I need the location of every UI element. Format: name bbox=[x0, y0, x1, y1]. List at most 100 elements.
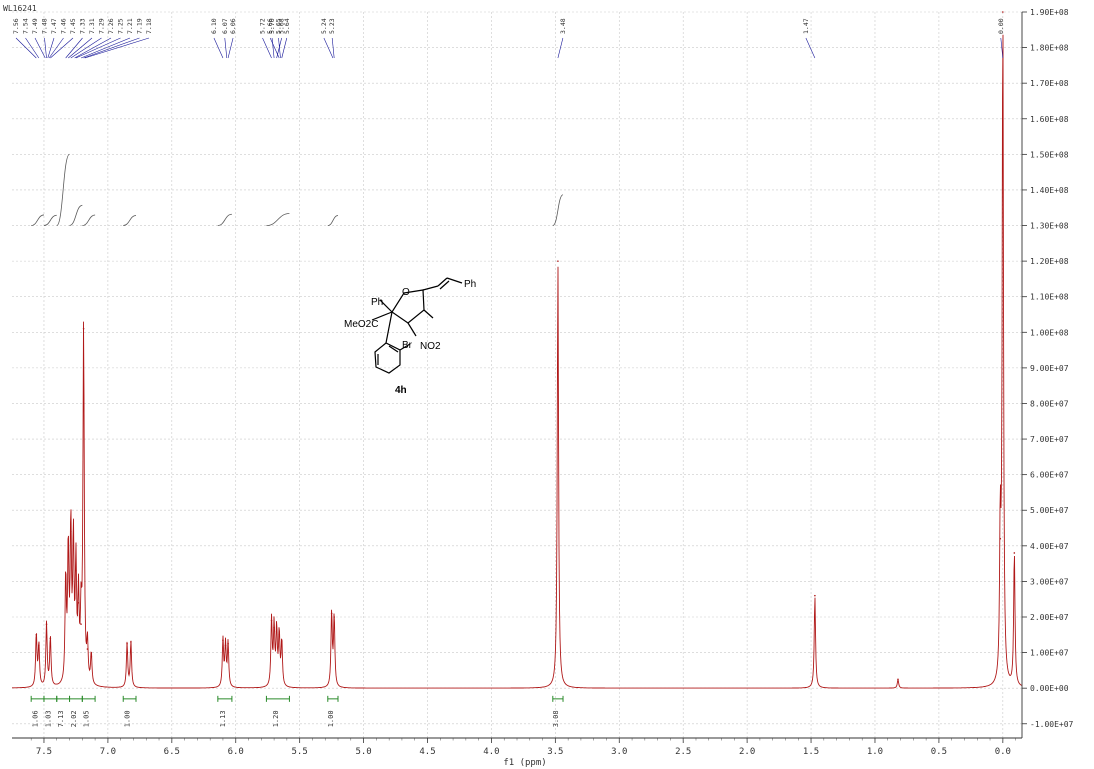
peak-label: 7.45 bbox=[69, 18, 77, 34]
y-tick-label: -1.00E+07 bbox=[1030, 720, 1074, 729]
peak-leader bbox=[65, 37, 83, 59]
peak-mark bbox=[1002, 11, 1004, 13]
compound-label: 4h bbox=[395, 385, 407, 396]
integral-curve bbox=[123, 215, 137, 226]
structure-label-bromo: Br bbox=[402, 340, 413, 351]
peak-mark bbox=[224, 644, 227, 647]
peak-leader bbox=[227, 37, 234, 59]
integral-value: 1.05 bbox=[83, 710, 91, 727]
peak-leader bbox=[269, 37, 280, 59]
molecule-structure: Ph O Ph MeO2C NO2 Br 4h bbox=[344, 277, 476, 396]
peak-mark bbox=[273, 626, 275, 629]
x-tick-label: 5.0 bbox=[355, 747, 371, 757]
y-tick-label: 7.00E+07 bbox=[1030, 435, 1069, 444]
y-tick-label: 1.70E+08 bbox=[1030, 79, 1069, 88]
y-tick-label: 5.00E+07 bbox=[1030, 506, 1069, 515]
structure-label-ester: MeO2C bbox=[344, 319, 378, 330]
integral-curve bbox=[69, 204, 83, 226]
peak-mark bbox=[227, 642, 229, 645]
peak-mark bbox=[278, 633, 281, 636]
peak-label: 7.21 bbox=[126, 18, 134, 34]
peak-label: 7.46 bbox=[60, 18, 68, 34]
y-tick-label: 1.80E+08 bbox=[1030, 44, 1069, 53]
peak-label: 6.07 bbox=[221, 18, 229, 34]
integral-value: 1.20 bbox=[272, 710, 280, 727]
y-tick-label: 1.10E+08 bbox=[1030, 293, 1069, 302]
y-tick-label: 8.00E+07 bbox=[1030, 399, 1069, 408]
peak-label: 5.72 bbox=[259, 18, 267, 34]
integral-value: 1.00 bbox=[327, 710, 335, 727]
peak-mark bbox=[49, 637, 52, 640]
peak-label: 5.66 bbox=[266, 18, 274, 34]
peak-leader bbox=[805, 37, 816, 59]
integral-value: 1.13 bbox=[219, 710, 227, 727]
peak-mark bbox=[330, 612, 333, 615]
peak-mark bbox=[126, 642, 128, 645]
peak-mark bbox=[270, 619, 273, 622]
peak-leader bbox=[44, 37, 47, 59]
integral-value: 1.00 bbox=[124, 710, 132, 727]
integral-value: 7.13 bbox=[57, 710, 65, 727]
peak-label: 5.65 bbox=[274, 18, 282, 34]
peak-leader bbox=[557, 37, 564, 59]
integral-value: 1.06 bbox=[32, 710, 40, 727]
peak-leader bbox=[15, 37, 37, 59]
peak-leader bbox=[278, 37, 281, 59]
x-tick-label: 6.0 bbox=[228, 747, 244, 757]
peak-mark bbox=[72, 545, 75, 547]
peak-leader bbox=[262, 37, 272, 59]
peak-mark bbox=[222, 639, 224, 641]
x-tick-label: 0.5 bbox=[931, 747, 947, 757]
peak-leader bbox=[80, 37, 131, 59]
peak-leader bbox=[25, 37, 40, 59]
peak-label: 7.18 bbox=[145, 18, 153, 34]
peak-label: 7.54 bbox=[22, 18, 30, 34]
grid-lines bbox=[12, 11, 1022, 738]
peak-label: 7.19 bbox=[136, 18, 144, 34]
y-tick-label: 9.00E+07 bbox=[1030, 364, 1069, 373]
peak-label: 1.47 bbox=[802, 18, 810, 34]
peak-mark bbox=[130, 641, 132, 643]
integral-value: 1.03 bbox=[44, 710, 52, 727]
peak-mark bbox=[557, 260, 559, 262]
structure-label-nitro: NO2 bbox=[420, 341, 441, 352]
integral-curve bbox=[266, 213, 290, 226]
peak-label: 7.33 bbox=[79, 18, 87, 34]
x-tick-label: 4.5 bbox=[419, 747, 435, 757]
x-tick-label: 3.0 bbox=[611, 747, 627, 757]
peak-leader bbox=[68, 37, 93, 59]
structure-label-ph-top: Ph bbox=[464, 279, 476, 290]
peak-label: 7.31 bbox=[88, 18, 96, 34]
peak-leader bbox=[323, 37, 334, 59]
peak-mark bbox=[897, 678, 899, 681]
peak-mark bbox=[90, 655, 93, 657]
peak-mark bbox=[45, 623, 48, 625]
peak-label: 7.25 bbox=[117, 18, 125, 34]
integral-curve bbox=[31, 214, 45, 226]
x-tick-label: 3.5 bbox=[547, 747, 563, 757]
structure-label-ph-left: Ph bbox=[371, 297, 383, 308]
integral-curves bbox=[31, 153, 564, 226]
spectrum-trace bbox=[12, 11, 1023, 689]
integral-curve bbox=[327, 215, 339, 226]
peak-mark bbox=[67, 552, 70, 554]
y-tick-label: 1.20E+08 bbox=[1030, 257, 1069, 266]
peak-leader bbox=[83, 37, 140, 59]
y-tick-label: 0.00E+00 bbox=[1030, 684, 1069, 693]
x-axis-label: f1 (ppm) bbox=[503, 758, 546, 768]
integral-curve bbox=[217, 213, 232, 226]
peak-leader bbox=[224, 37, 228, 59]
peak-leader bbox=[1000, 37, 1004, 59]
peak-leader bbox=[84, 37, 150, 59]
y-tick-label: 1.30E+08 bbox=[1030, 222, 1069, 231]
spectrum-line bbox=[12, 34, 1023, 689]
y-tick-label: 6.00E+07 bbox=[1030, 471, 1069, 480]
peak-mark bbox=[275, 630, 278, 633]
peak-leader bbox=[50, 37, 74, 59]
x-tick-label: 2.0 bbox=[739, 747, 755, 757]
sample-label: WL16241 bbox=[3, 4, 37, 13]
peak-leader bbox=[48, 37, 64, 59]
y-tick-label: 4.00E+07 bbox=[1030, 542, 1069, 551]
y-tick-label: 1.90E+08 bbox=[1030, 8, 1069, 17]
peak-leader bbox=[74, 37, 112, 59]
